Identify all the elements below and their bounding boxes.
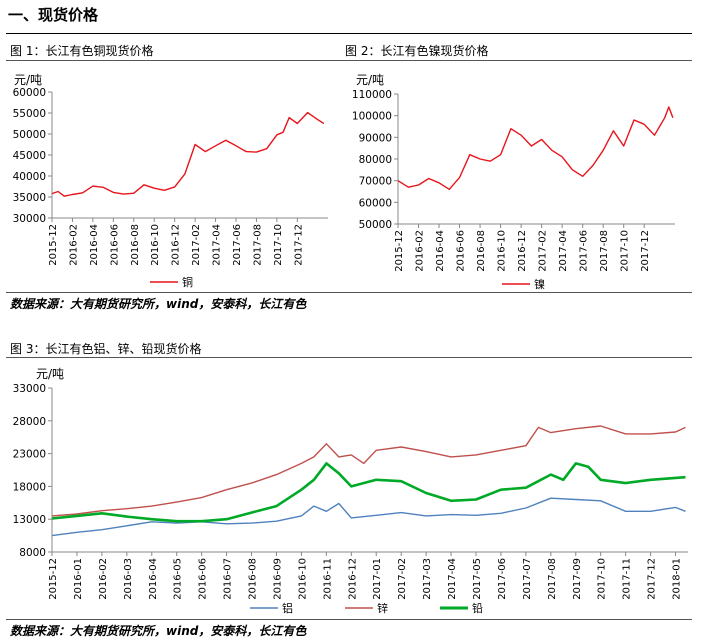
- nickel-x-tick-label: 2017-06: [579, 230, 590, 272]
- source-rule-top: [6, 292, 692, 293]
- alzn-x-tick-label: 2016-01: [73, 558, 84, 600]
- copper-y-tick-label: 30000: [13, 213, 46, 225]
- alzn-x-tick-label: 2017-04: [447, 558, 458, 600]
- alzn-legend-label-2: 铅: [472, 601, 483, 615]
- nickel-x-tick-label: 2016-02: [415, 230, 426, 272]
- copper-y-tick-label: 40000: [13, 171, 46, 183]
- alzn-unit-label: 元/吨: [36, 367, 64, 381]
- alzn-x-tick-label: 2017-02: [397, 558, 408, 600]
- copper-x-tick-label: 2016-12: [171, 224, 182, 266]
- alzn-series-line-2: [51, 462, 686, 523]
- aluminum-zinc-lead-chart: 元/吨 8000 13000 18000 23000 28000 33000 2015-12 2…: [13, 367, 688, 615]
- copper-x-tick-label: 2016-08: [130, 224, 141, 266]
- alzn-x-tick-label: 2016-11: [322, 558, 333, 600]
- nickel-unit-label: 元/吨: [356, 73, 384, 87]
- nickel-x-tick-label: 2015-12: [394, 230, 405, 272]
- nickel-y-tick-label: 80000: [359, 154, 392, 166]
- alzn-x-tick-label: 2016-08: [248, 558, 259, 600]
- nickel-x-tick-label: 2017-08: [599, 230, 610, 272]
- figure-3-title: 图 3：长江有色铝、锌、铅现货价格: [10, 342, 202, 356]
- alzn-x-tick-label: 2017-12: [647, 558, 658, 600]
- copper-x-tick-label: 2017-04: [212, 224, 223, 266]
- alzn-x-tick-label: 2017-03: [422, 558, 433, 600]
- data-source-top: 数据来源：大有期货研究所，wind，安泰科，长江有色: [10, 297, 307, 311]
- alzn-x-tick-label: 2016-03: [123, 558, 134, 600]
- copper-price-chart: 元/吨 30000 35000 40000 45000 50000 55000 60000 20…: [13, 73, 328, 289]
- alzn-x-tick-label: 2015-12: [48, 558, 59, 600]
- data-source-bottom: 数据来源：大有期货研究所，wind，安泰科，长江有色: [10, 624, 307, 638]
- figure-row-rule: [6, 60, 692, 61]
- copper-x-tick-label: 2017-02: [191, 224, 202, 266]
- copper-unit-label: 元/吨: [14, 73, 42, 87]
- figure-1-title: 图 1：长江有色铜现货价格: [10, 44, 154, 58]
- alzn-y-tick-label: 13000: [13, 514, 46, 526]
- figure-2-title: 图 2：长江有色镍现货价格: [345, 44, 489, 58]
- nickel-y-tick-label: 90000: [359, 132, 392, 144]
- alzn-y-tick-label: 23000: [13, 449, 46, 461]
- alzn-y-tick-label: 33000: [13, 383, 46, 395]
- copper-y-tick-label: 60000: [13, 87, 46, 99]
- nickel-x-tick-label: 2017-02: [538, 230, 549, 272]
- alzn-x-tick-label: 2016-02: [98, 558, 109, 600]
- alzn-legend-label-0: 铝: [282, 601, 293, 615]
- alzn-x-tick-label: 2017-08: [547, 558, 558, 600]
- nickel-x-tick-label: 2016-08: [476, 230, 487, 272]
- copper-x-tick-label: 2016-04: [89, 224, 100, 266]
- alzn-x-tick-label: 2016-06: [198, 558, 209, 600]
- alzn-y-tick-label: 8000: [19, 547, 46, 559]
- alzn-series-line-0: [51, 497, 686, 537]
- alzn-x-tick-label: 2016-07: [223, 558, 234, 600]
- alzn-series-line-1: [51, 425, 686, 517]
- nickel-series-line-0: [397, 106, 674, 191]
- copper-y-tick-label: 45000: [13, 150, 46, 162]
- alzn-x-tick-label: 2017-06: [497, 558, 508, 600]
- nickel-x-tick-label: 2016-10: [497, 230, 508, 272]
- alzn-x-tick-label: 2017-10: [597, 558, 608, 600]
- alzn-x-tick-label: 2016-10: [297, 558, 308, 600]
- alzn-x-tick-label: 2016-09: [272, 558, 283, 600]
- nickel-x-tick-label: 2017-04: [558, 230, 569, 272]
- figure-3-rule: [6, 357, 692, 358]
- alzn-x-tick-label: 2017-01: [372, 558, 383, 600]
- nickel-y-tick-label: 60000: [359, 197, 392, 209]
- alzn-legend-label-1: 锌: [377, 601, 388, 615]
- copper-y-tick-label: 35000: [13, 192, 46, 204]
- nickel-y-tick-label: 110000: [352, 89, 392, 101]
- alzn-x-tick-label: 2017-05: [472, 558, 483, 600]
- copper-series-line-0: [51, 111, 325, 197]
- alzn-x-tick-label: 2016-12: [347, 558, 358, 600]
- nickel-x-tick-label: 2017-12: [640, 230, 651, 272]
- copper-y-tick-label: 50000: [13, 129, 46, 141]
- nickel-x-tick-label: 2016-04: [435, 230, 446, 272]
- nickel-x-tick-label: 2016-12: [517, 230, 528, 272]
- nickel-x-tick-label: 2017-10: [620, 230, 631, 272]
- copper-legend-label-0: 铜: [182, 275, 193, 289]
- alzn-x-tick-label: 2017-09: [572, 558, 583, 600]
- copper-x-tick-label: 2017-12: [293, 224, 304, 266]
- nickel-legend-label-0: 镍: [534, 277, 545, 291]
- nickel-price-chart: 元/吨 50000 60000 70000 80000 90000 100000 110000…: [352, 73, 675, 291]
- alzn-y-tick-label: 18000: [13, 481, 46, 493]
- alzn-x-tick-label: 2016-05: [173, 558, 184, 600]
- copper-y-tick-label: 55000: [13, 108, 46, 120]
- copper-x-tick-label: 2016-02: [68, 224, 79, 266]
- alzn-x-tick-label: 2018-01: [672, 558, 683, 600]
- copper-x-tick-label: 2015-12: [48, 224, 59, 266]
- section-title: 一、现货价格: [8, 6, 99, 24]
- nickel-y-tick-label: 100000: [352, 111, 392, 123]
- nickel-x-tick-label: 2016-06: [456, 230, 467, 272]
- copper-x-tick-label: 2017-06: [232, 224, 243, 266]
- alzn-x-tick-label: 2017-11: [622, 558, 633, 600]
- alzn-x-tick-label: 2017-07: [522, 558, 533, 600]
- source-rule-bottom: [6, 619, 692, 620]
- nickel-y-tick-label: 50000: [359, 219, 392, 231]
- copper-x-tick-label: 2017-08: [252, 224, 263, 266]
- alzn-y-tick-label: 28000: [13, 416, 46, 428]
- nickel-y-tick-label: 70000: [359, 176, 392, 188]
- copper-x-tick-label: 2017-10: [273, 224, 284, 266]
- copper-x-tick-label: 2016-06: [109, 224, 120, 266]
- alzn-x-tick-label: 2016-04: [148, 558, 159, 600]
- section-rule: [6, 33, 692, 34]
- copper-x-tick-label: 2016-10: [150, 224, 161, 266]
